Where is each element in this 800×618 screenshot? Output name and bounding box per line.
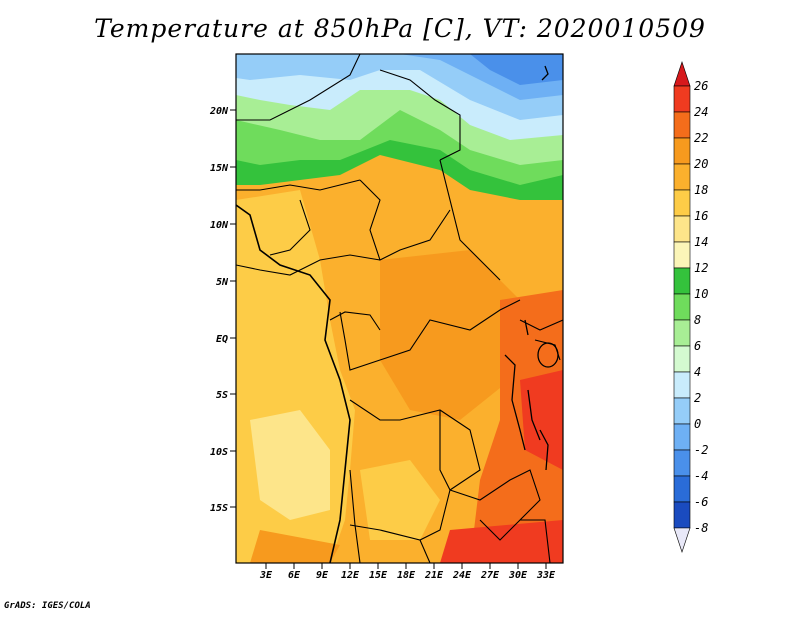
lon-label-15e: 15E <box>369 570 388 581</box>
field-darkerblue <box>470 54 563 85</box>
colorbar-label: 26 <box>694 79 708 93</box>
colorbar-label: 24 <box>694 105 708 119</box>
map-frame <box>235 53 564 564</box>
lon-label-3e: 3E <box>259 570 273 581</box>
colorbar-box <box>673 319 691 347</box>
longitude-axis: 3E 6E 9E 12E 15E 18E 21E 24E 27E 30E 33E <box>259 563 556 581</box>
colorbar-box <box>673 215 691 243</box>
lat-tick-15s: 15S <box>210 503 236 514</box>
latitude-axis: 20N 15N 10N 5N EQ 5S 10S 15S <box>209 106 236 514</box>
lat-label-10s: 10S <box>210 447 228 458</box>
colorbar-box <box>673 371 691 399</box>
colorbar-label: 4 <box>694 365 701 379</box>
lat-label-20n: 20N <box>209 106 229 117</box>
colorbar-box <box>673 85 691 113</box>
colorbar-box <box>673 111 691 139</box>
lakes <box>504 65 559 471</box>
colorbar-label: 6 <box>694 339 701 353</box>
lat-label-10n: 10N <box>210 220 229 231</box>
lat-tick-5n: 5N <box>216 277 236 288</box>
colorbar-label: 22 <box>694 131 708 145</box>
lat-label-eq: EQ <box>216 334 228 345</box>
colorbar-box <box>673 241 691 269</box>
colorbar-label: 0 <box>694 417 701 431</box>
colorbar-label: -8 <box>694 521 708 535</box>
colorbar-label: -6 <box>694 495 708 509</box>
chart-title: Temperature at 850hPa [C], VT: 202001050… <box>94 14 706 43</box>
lat-tick-15n: 15N <box>210 163 236 174</box>
colorbar-box <box>673 163 691 191</box>
lon-label-30e: 30E <box>508 570 528 581</box>
lat-tick-10s: 10S <box>210 447 236 458</box>
field-east <box>470 290 563 563</box>
lat-tick-10n: 10N <box>210 220 236 231</box>
colorbar-label: 14 <box>694 235 708 249</box>
lat-label-15s: 15S <box>210 503 228 514</box>
colorbar-over-arrow <box>673 61 691 87</box>
coastline <box>236 204 351 563</box>
colorbar-box <box>673 345 691 373</box>
colorbar-label: 2 <box>694 391 701 405</box>
field-east-hot <box>520 370 563 470</box>
colorbar-label: -2 <box>694 443 708 457</box>
field-kalahari <box>360 460 440 540</box>
shaded-field <box>236 54 563 563</box>
field-ocean-light <box>250 410 330 520</box>
lon-label-24e: 24E <box>452 570 472 581</box>
country-borders <box>236 54 563 563</box>
lat-tick-eq: EQ <box>216 334 236 345</box>
field-central <box>380 250 520 420</box>
colorbar-box <box>673 267 691 295</box>
colorbar-label: 18 <box>694 183 708 197</box>
colorbar-box <box>673 501 691 529</box>
colorbar-label: 16 <box>694 209 708 223</box>
colorbar-label: 8 <box>694 313 701 327</box>
lat-tick-20n: 20N <box>209 106 236 117</box>
lon-label-9e: 9E <box>316 570 329 581</box>
lon-label-12e: 12E <box>341 570 360 581</box>
lat-label-15n: 15N <box>210 163 229 174</box>
colorbar-box <box>673 475 691 503</box>
field-sw <box>250 530 340 563</box>
lat-label-5s: 5S <box>216 390 228 401</box>
colorbar-box <box>673 423 691 451</box>
grads-credit: GrADS: IGES/COLA <box>4 601 91 611</box>
lon-label-27e: 27E <box>480 570 500 581</box>
colorbar-label: 10 <box>694 287 708 301</box>
lon-label-33e: 33E <box>536 570 556 581</box>
colorbar-box <box>673 397 691 425</box>
lat-label-5n: 5N <box>216 277 229 288</box>
field-south-hot <box>440 520 563 563</box>
colorbar-box <box>673 293 691 321</box>
colorbar-label: 12 <box>694 261 708 275</box>
lon-label-6e: 6E <box>288 570 301 581</box>
colorbar-box <box>673 189 691 217</box>
lon-label-18e: 18E <box>397 570 416 581</box>
colorbar-under-arrow <box>673 527 691 553</box>
lat-tick-5s: 5S <box>216 390 236 401</box>
colorbar-box <box>673 137 691 165</box>
lon-label-21e: 21E <box>424 570 444 581</box>
colorbar-label: -4 <box>694 469 708 483</box>
colorbar-label: 20 <box>694 157 708 171</box>
colorbar-box <box>673 449 691 477</box>
